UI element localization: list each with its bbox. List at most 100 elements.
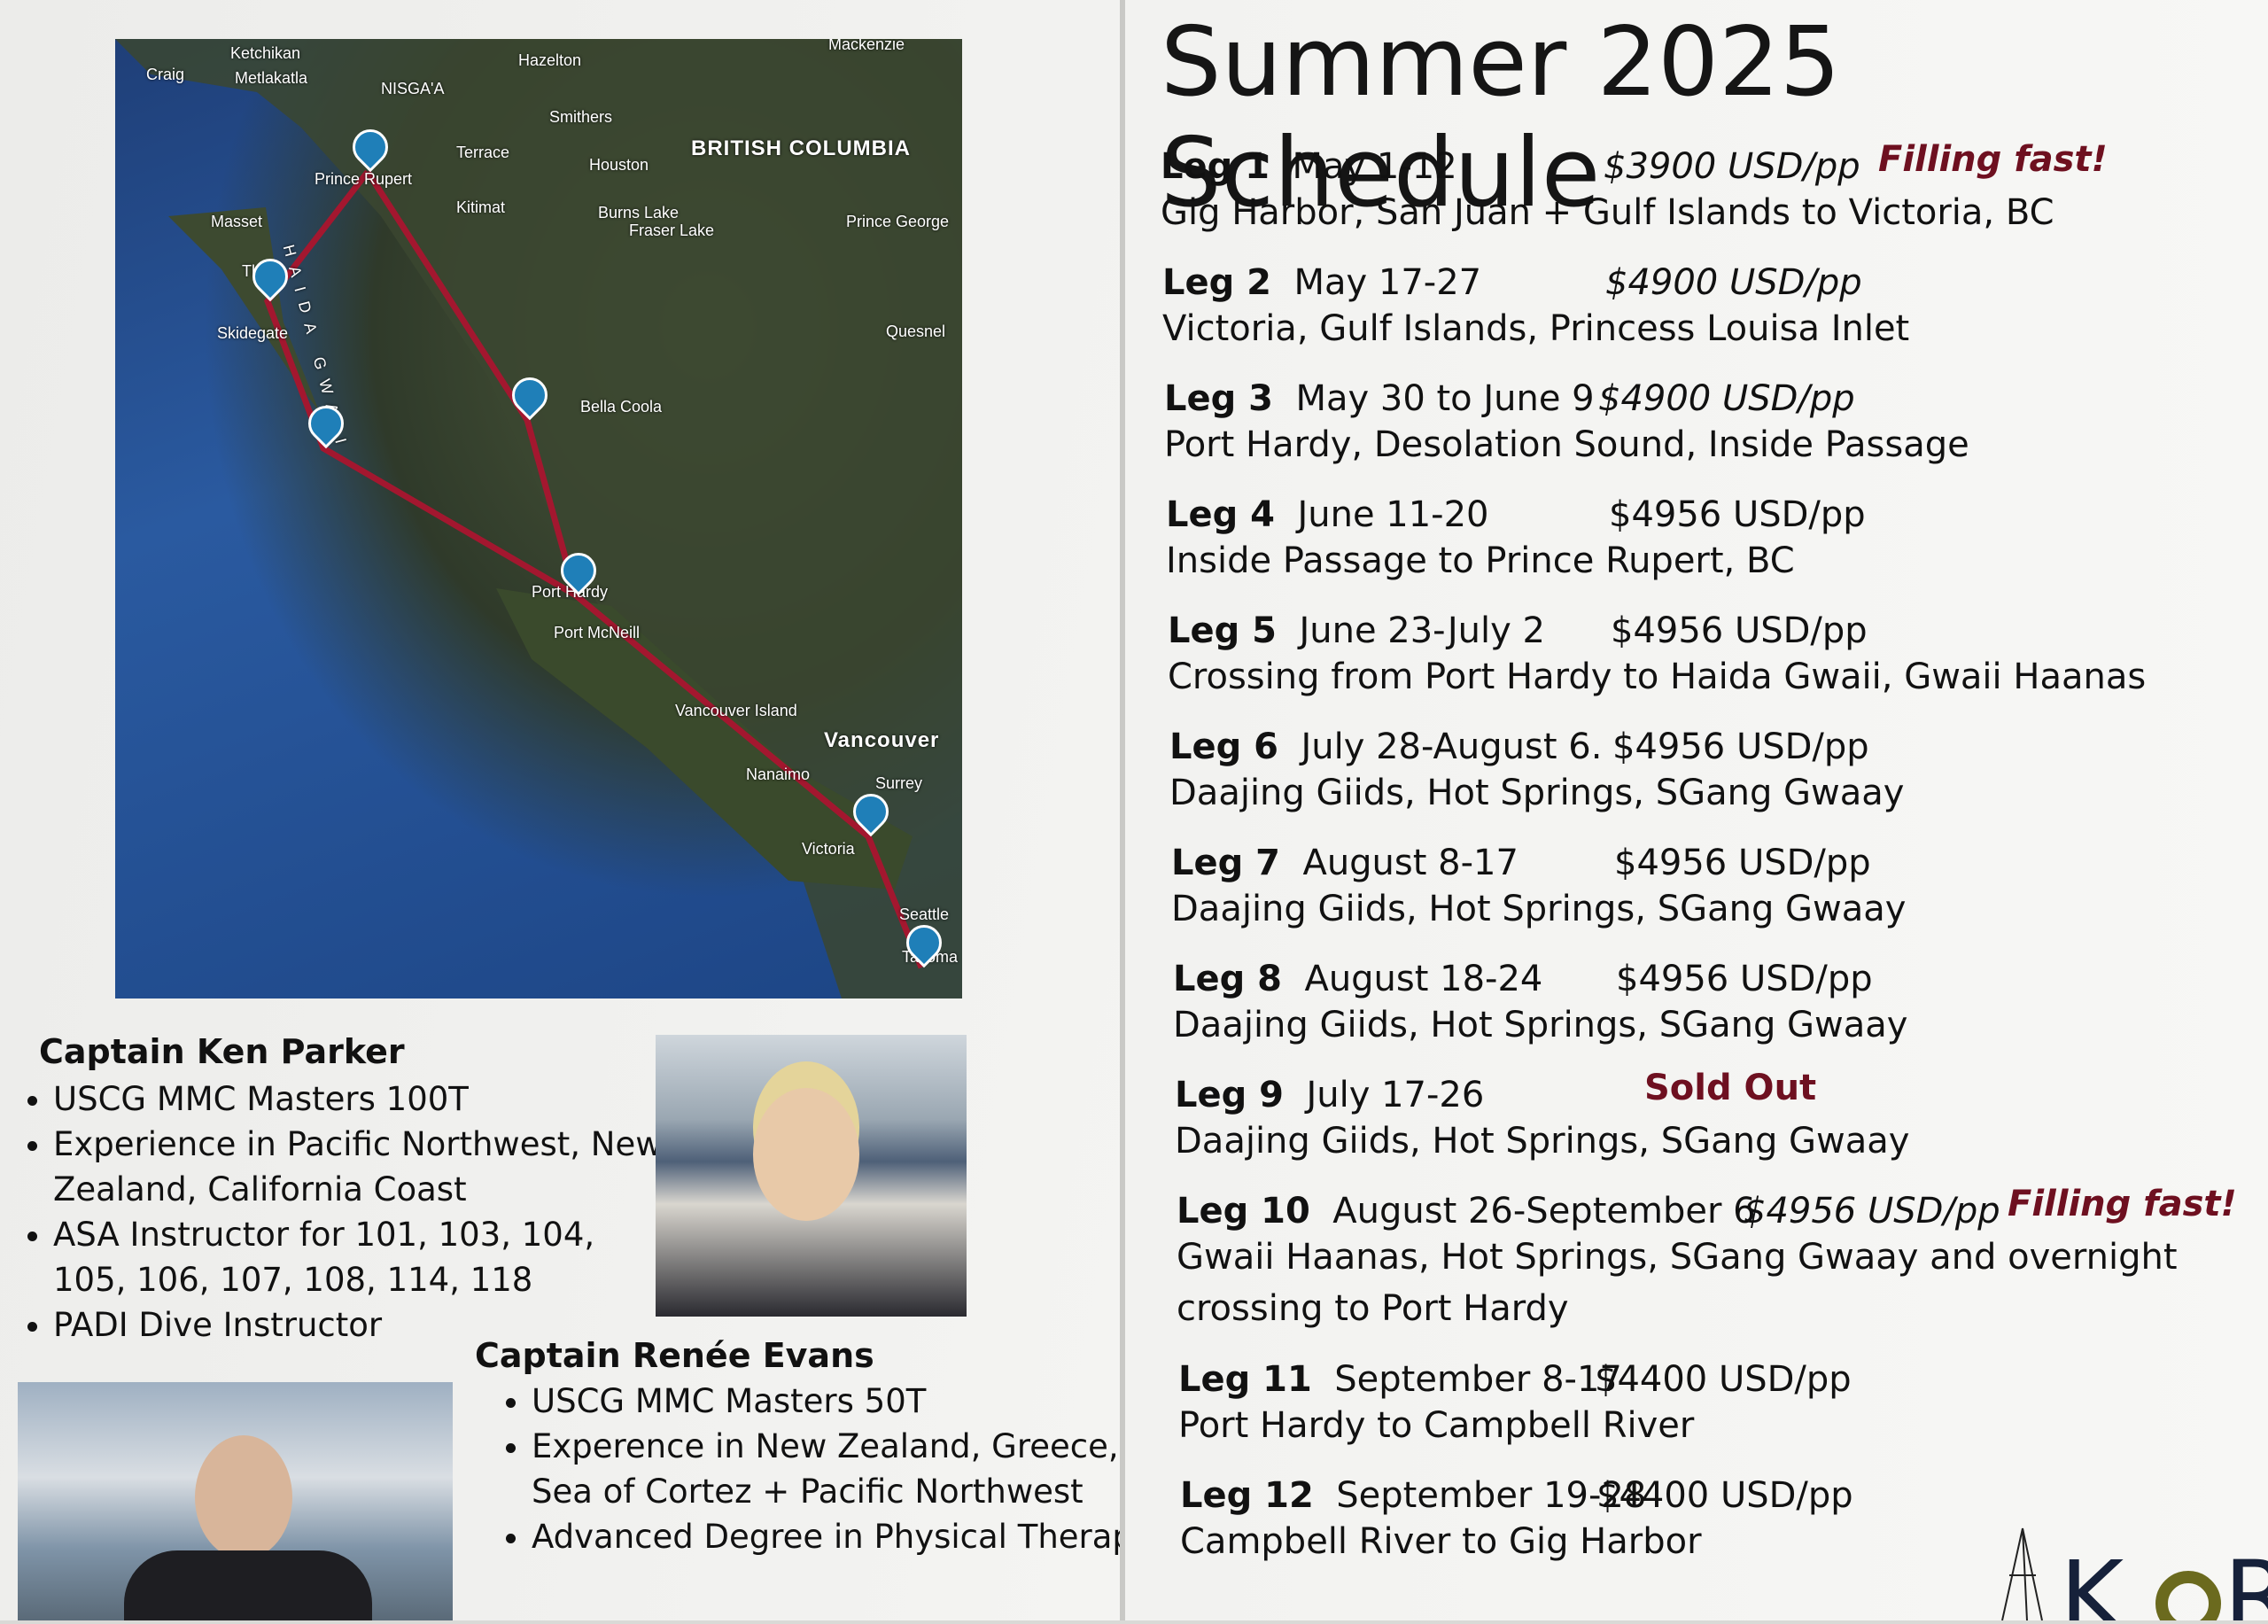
- leg-description: Port Hardy, Desolation Sound, Inside Pas…: [1164, 424, 1969, 465]
- leg-description: Crossing from Port Hardy to Haida Gwaii,…: [1168, 657, 2147, 697]
- leg-row: Leg 5 June 23-July 2 $4956 USD/pp: [1168, 610, 1868, 651]
- leg-row: Leg 1 May 1-12 $3900 USD/pp Filling fast!: [1161, 139, 2108, 187]
- captain-credentials: USCG MMC Masters 50T Experence in New Ze…: [478, 1379, 1169, 1559]
- leg-description: Daajing Giids, Hot Springs, SGang Gwaay: [1173, 1005, 1908, 1045]
- leg-number: Leg 4: [1166, 494, 1276, 535]
- map-label: Houston: [589, 156, 649, 174]
- map-label: Terrace: [456, 144, 510, 161]
- leg-price: $4956 USD/pp: [1609, 494, 1866, 535]
- koru-logo: K RU: [1931, 1524, 2268, 1624]
- leg-dates: May 1-12: [1292, 146, 1457, 187]
- leg-row: Leg 3 May 30 to June 9 $4900 USD/pp: [1164, 378, 1855, 419]
- leg-description: Victoria, Gulf Islands, Princess Louisa …: [1162, 308, 1910, 349]
- credential: USCG MMC Masters 50T: [532, 1379, 1169, 1424]
- map-label: NISGA'A: [381, 80, 445, 97]
- map-label: Quesnel: [886, 322, 946, 340]
- map-label: Vancouver Island: [675, 702, 797, 719]
- leg-row: Leg 4 June 11-20 $4956 USD/pp: [1166, 494, 1866, 535]
- credential: Experence in New Zealand, Greece, Sea of…: [532, 1424, 1169, 1514]
- leg-row: Leg 11 September 8-17 $4400 USD/pp: [1178, 1359, 1852, 1400]
- leg-price: $4400 USD/pp: [1596, 1475, 1853, 1516]
- route-map: Craig Ketchikan Metlakatla NISGA'A Hazelton M…: [115, 39, 962, 998]
- leg-price: $4956 USD/pp: [1616, 959, 1873, 999]
- leg-row: Leg 8 August 18-24 $4956 USD/pp: [1173, 959, 1873, 999]
- leg-number: Leg 2: [1162, 262, 1272, 303]
- leg-price: $4900 USD/pp: [1598, 378, 1855, 419]
- credential: Advanced Degree in Physical Therapy: [532, 1514, 1169, 1559]
- svg-text:RU: RU: [2224, 1540, 2268, 1620]
- route-lines: [115, 39, 962, 998]
- map-label: Port Hardy: [532, 583, 609, 601]
- leg-price: $4956 USD/pp: [1611, 610, 1868, 651]
- status-badge: Sold Out: [1644, 1068, 1817, 1108]
- leg-number: Leg 8: [1173, 959, 1283, 999]
- leg-number: Leg 10: [1177, 1191, 1310, 1232]
- map-label: Masset: [211, 213, 263, 230]
- map-label: Prince George: [846, 213, 950, 230]
- credential: Experience in Pacific Northwest, New Zea…: [53, 1122, 673, 1212]
- leg-description: Daajing Giids, Hot Springs, SGang Gwaay: [1171, 889, 1907, 929]
- leg-row: Leg 6 July 28-August 6. $4956 USD/pp: [1169, 727, 1869, 767]
- map-label: Bella Coola: [580, 398, 663, 416]
- captain-name: Captain Ken Parker: [39, 1032, 405, 1071]
- map-label: Burns Lake: [598, 204, 680, 221]
- map-label: Smithers: [549, 108, 613, 126]
- map-label: Craig: [146, 66, 185, 83]
- map-label: Surrey: [875, 774, 923, 792]
- map-label: Fraser Lake: [629, 221, 715, 239]
- right-page: Summer 2025 Schedule Leg 1 May 1-12 $3900…: [1125, 0, 2268, 1624]
- leg-price: $4400 USD/pp: [1595, 1359, 1852, 1400]
- leg-description: Inside Passage to Prince Rupert, BC: [1166, 540, 1795, 581]
- leg-dates: August 18-24: [1304, 959, 1543, 999]
- map-label: Kitimat: [456, 198, 506, 216]
- leg-dates: May 30 to June 9: [1295, 378, 1595, 419]
- leg-number: Leg 9: [1175, 1075, 1285, 1115]
- captain-photo: [656, 1035, 967, 1317]
- leg-dates: July 28-August 6.: [1301, 727, 1603, 767]
- status-badge: Filling fast!: [2008, 1184, 2237, 1224]
- credential: ASA Instructor for 101, 103, 104, 105, 1…: [53, 1212, 673, 1302]
- leg-dates: August 26-September 6: [1332, 1191, 1756, 1232]
- leg-number: Leg 12: [1180, 1475, 1314, 1516]
- map-label: Seattle: [899, 905, 950, 923]
- leg-number: Leg 7: [1171, 843, 1281, 883]
- map-label: Vancouver: [824, 728, 940, 752]
- captain-photo: [18, 1382, 453, 1620]
- leg-number: Leg 5: [1168, 610, 1278, 651]
- leg-dates: July 17-26: [1306, 1075, 1485, 1115]
- leg-number: Leg 6: [1169, 727, 1279, 767]
- svg-text:K: K: [2060, 1540, 2126, 1620]
- map-label: BRITISH COLUMBIA: [691, 136, 911, 160]
- leg-number: Leg 3: [1164, 378, 1274, 419]
- leg-description: Gig Harbor, San Juan + Gulf Islands to V…: [1161, 192, 2054, 233]
- map-label: Nanaimo: [746, 765, 811, 783]
- leg-row: Leg 9 July 17-26 Sold Out: [1175, 1068, 1816, 1115]
- page-fold: [1120, 0, 1127, 1620]
- leg-row: Leg 2 May 17-27 $4900 USD/pp: [1162, 262, 1862, 303]
- leg-price: $4956 USD/pp: [1614, 843, 1871, 883]
- credential: PADI Dive Instructor: [53, 1302, 673, 1348]
- map-label: Prince Rupert: [315, 170, 413, 188]
- map-label: Mackenzie: [828, 39, 905, 53]
- leg-row: Leg 10 August 26-September 6 $4956 USD/pp…: [1177, 1184, 2237, 1232]
- map-label: Skidegate: [217, 324, 289, 342]
- status-badge: Filling fast!: [1878, 139, 2108, 180]
- leg-price: $4900 USD/pp: [1605, 262, 1862, 303]
- leg-dates: September 8-17: [1334, 1359, 1622, 1400]
- schedule-title: Summer 2025 Schedule: [1161, 7, 1841, 229]
- leg-dates: June 23-July 2: [1299, 610, 1545, 651]
- leg-row: Leg 12 September 19-28 $4400 USD/pp: [1180, 1475, 1853, 1516]
- left-page: Craig Ketchikan Metlakatla NISGA'A Hazelton M…: [0, 0, 1153, 1620]
- captain-name: Captain Renée Evans: [475, 1336, 874, 1375]
- leg-description: Daajing Giids, Hot Springs, SGang Gwaay: [1169, 773, 1905, 813]
- map-label: Hazelton: [518, 51, 582, 69]
- map-label: Ketchikan: [230, 44, 301, 62]
- leg-dates: September 19-28: [1336, 1475, 1647, 1516]
- leg-price: $4956 USD/pp: [1612, 727, 1869, 767]
- leg-description: Daajing Giids, Hot Springs, SGang Gwaay: [1175, 1121, 1910, 1162]
- map-label: Port McNeill: [554, 624, 641, 641]
- leg-price: $3900 USD/pp: [1604, 146, 1860, 187]
- leg-description: crossing to Port Hardy: [1177, 1288, 1569, 1329]
- leg-number: Leg 11: [1178, 1359, 1312, 1400]
- leg-description: Gwaii Haanas, Hot Springs, SGang Gwaay a…: [1177, 1237, 2178, 1278]
